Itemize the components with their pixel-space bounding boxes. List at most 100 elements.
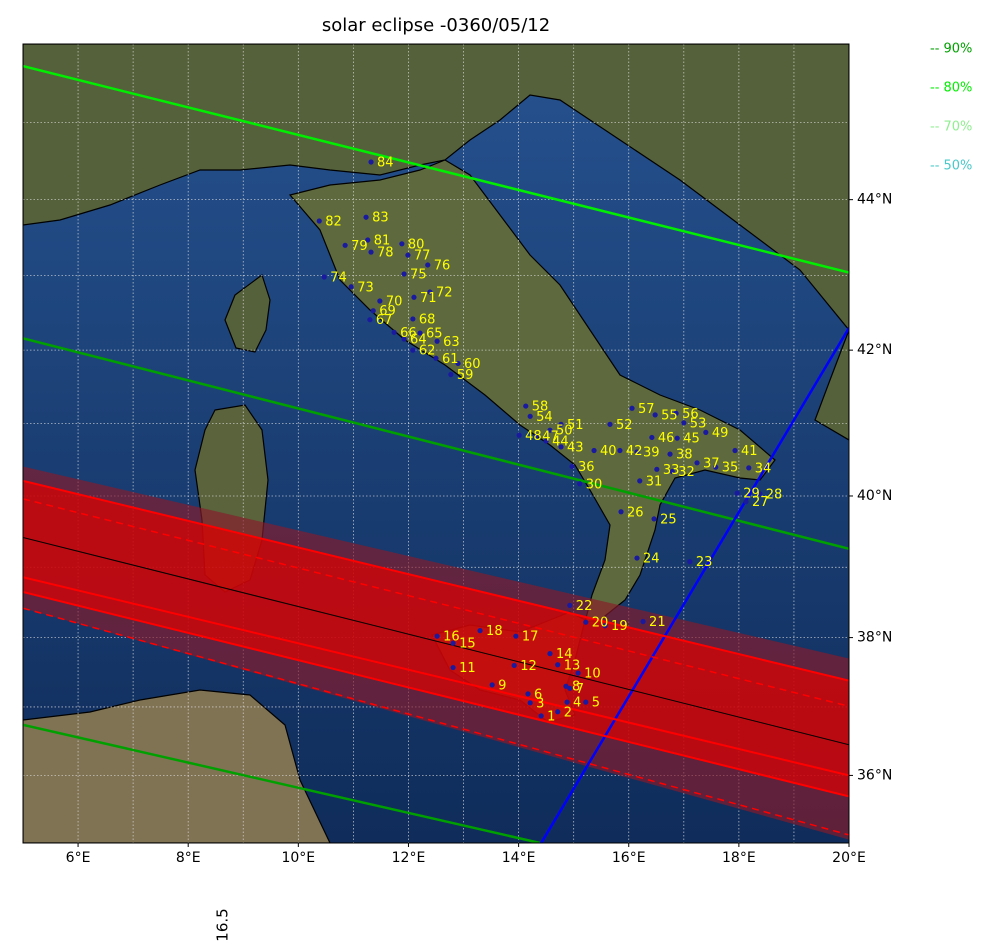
site-marker [757, 491, 763, 497]
x-tick-label: 10°E [281, 850, 315, 866]
site-label: 80 [408, 237, 425, 252]
x-tick-label: 14°E [502, 850, 536, 866]
site-label: 72 [436, 286, 453, 301]
site-marker [629, 405, 635, 411]
site-marker [687, 559, 693, 565]
site-label: 71 [420, 291, 437, 306]
legend-entry: -- 80% [930, 81, 972, 96]
site-marker [525, 691, 531, 697]
site-label: 69 [379, 304, 396, 319]
site-label: 74 [330, 271, 347, 286]
site-label: 34 [755, 461, 772, 476]
site-marker [411, 294, 417, 300]
site-label: 44 [552, 435, 569, 450]
x-tick-label: 12°E [392, 850, 426, 866]
site-label: 1 [547, 709, 555, 724]
site-label: 15 [459, 637, 476, 652]
site-marker [405, 252, 411, 258]
site-label: 36 [578, 460, 595, 475]
site-label: 46 [658, 431, 675, 446]
site-marker [377, 298, 383, 304]
site-label: 64 [410, 333, 427, 348]
site-marker [634, 555, 640, 561]
site-marker [399, 241, 405, 247]
site-marker [450, 664, 456, 671]
site-marker [732, 447, 738, 454]
site-label: 83 [372, 211, 389, 226]
site-marker [746, 465, 752, 471]
site-label: 11 [459, 661, 476, 676]
site-label: 55 [661, 408, 678, 423]
x-tick-label: 16°E [612, 850, 646, 866]
site-label: 41 [741, 444, 758, 459]
site-label: 67 [376, 313, 393, 328]
site-label: 19 [611, 619, 628, 634]
site-marker [654, 466, 660, 472]
site-label: 10 [584, 667, 601, 682]
site-label: 8 [572, 680, 580, 695]
site-label: 26 [627, 505, 644, 520]
site-label: 63 [443, 335, 460, 350]
corsica [224, 274, 271, 353]
site-label: 59 [457, 368, 474, 383]
site-label: 38 [676, 448, 693, 463]
plot-frame [22, 43, 850, 844]
site-marker [321, 274, 327, 280]
eclipse-line [23, 479, 849, 682]
site-marker [602, 623, 608, 629]
site-marker [558, 444, 564, 450]
site-marker [743, 499, 749, 505]
site-label: 77 [414, 249, 431, 264]
site-marker [651, 516, 657, 522]
site-label: 16 [443, 630, 460, 645]
site-label: 21 [649, 615, 666, 630]
legend-entry: -- 50% [930, 159, 972, 174]
eclipse-line [23, 607, 849, 836]
annotation: 16.5 [214, 908, 232, 941]
site-marker [427, 289, 433, 295]
site-label: 49 [712, 426, 729, 441]
site-marker [583, 699, 589, 705]
site-marker [558, 421, 564, 427]
eclipse-line [23, 337, 849, 551]
map-layers [23, 44, 849, 843]
x-tick-label: 18°E [722, 850, 756, 866]
site-marker [434, 338, 440, 344]
site-label: 54 [536, 410, 553, 425]
site-label: 84 [377, 156, 394, 171]
site-marker [617, 447, 623, 454]
site-label: 65 [426, 327, 443, 342]
site-label: 12 [520, 659, 537, 674]
site-label: 25 [660, 512, 677, 527]
site-marker [640, 618, 646, 625]
site-label: 42 [626, 444, 643, 459]
site-marker [401, 271, 407, 277]
site-marker [538, 713, 544, 719]
site-marker [634, 449, 640, 455]
site-marker [637, 478, 643, 484]
site-marker [370, 308, 376, 314]
site-label: 2 [564, 705, 572, 720]
site-marker [564, 699, 570, 705]
site-label: 57 [638, 402, 655, 417]
site-marker [527, 700, 533, 706]
site-label: 51 [567, 418, 584, 433]
site-marker [649, 434, 655, 441]
x-tick-label: 6°E [66, 850, 91, 866]
site-marker [348, 284, 354, 290]
site-marker [575, 670, 581, 676]
site-marker [363, 214, 369, 220]
site-label: 45 [683, 432, 700, 447]
site-label: 33 [663, 463, 680, 478]
site-marker [591, 447, 597, 454]
site-marker [681, 420, 687, 426]
site-label: 61 [442, 352, 459, 367]
site-marker [434, 633, 440, 639]
site-marker [455, 360, 461, 367]
site-label: 6 [534, 687, 542, 702]
eclipse-line [23, 576, 849, 777]
site-label: 18 [486, 624, 503, 639]
site-marker [433, 355, 439, 361]
